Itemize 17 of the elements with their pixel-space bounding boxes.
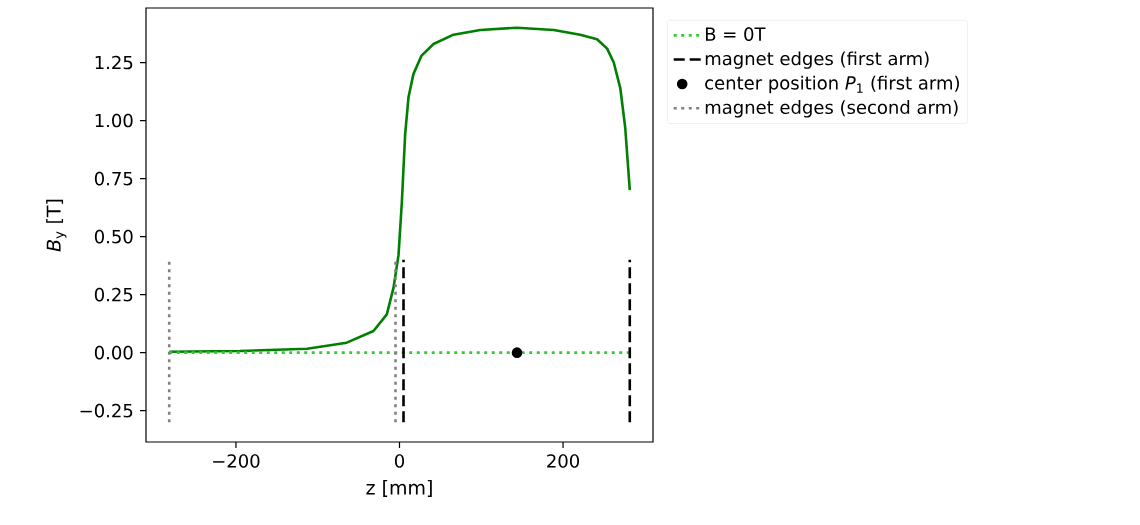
- y-tick-label: 0.00: [94, 345, 133, 360]
- legend-label: magnet edges (first arm): [705, 51, 929, 69]
- x-tick-label: −200: [213, 454, 260, 468]
- x-tick-label: 0: [394, 454, 405, 468]
- y-tick-label: 1.00: [95, 113, 133, 128]
- legend-label: magnet edges (second arm): [705, 100, 958, 118]
- legend-label: B = 0T: [705, 27, 766, 41]
- legend-label: center position P$_{1}$ (first arm): [705, 75, 959, 94]
- x-axis-title: z [mm]: [366, 480, 432, 497]
- x-tick-label: 200: [547, 454, 580, 468]
- line-series: [167, 26, 632, 354]
- y-tick-label: 1.25: [95, 55, 133, 70]
- y-axis-title: B$_{y}$ [T]: [46, 199, 67, 252]
- y-tick-label: −0.25: [80, 403, 133, 418]
- y-tick-label: 0.25: [94, 287, 133, 302]
- y-tick-label: 0.75: [94, 171, 133, 186]
- y-tick-label: 0.50: [94, 229, 133, 244]
